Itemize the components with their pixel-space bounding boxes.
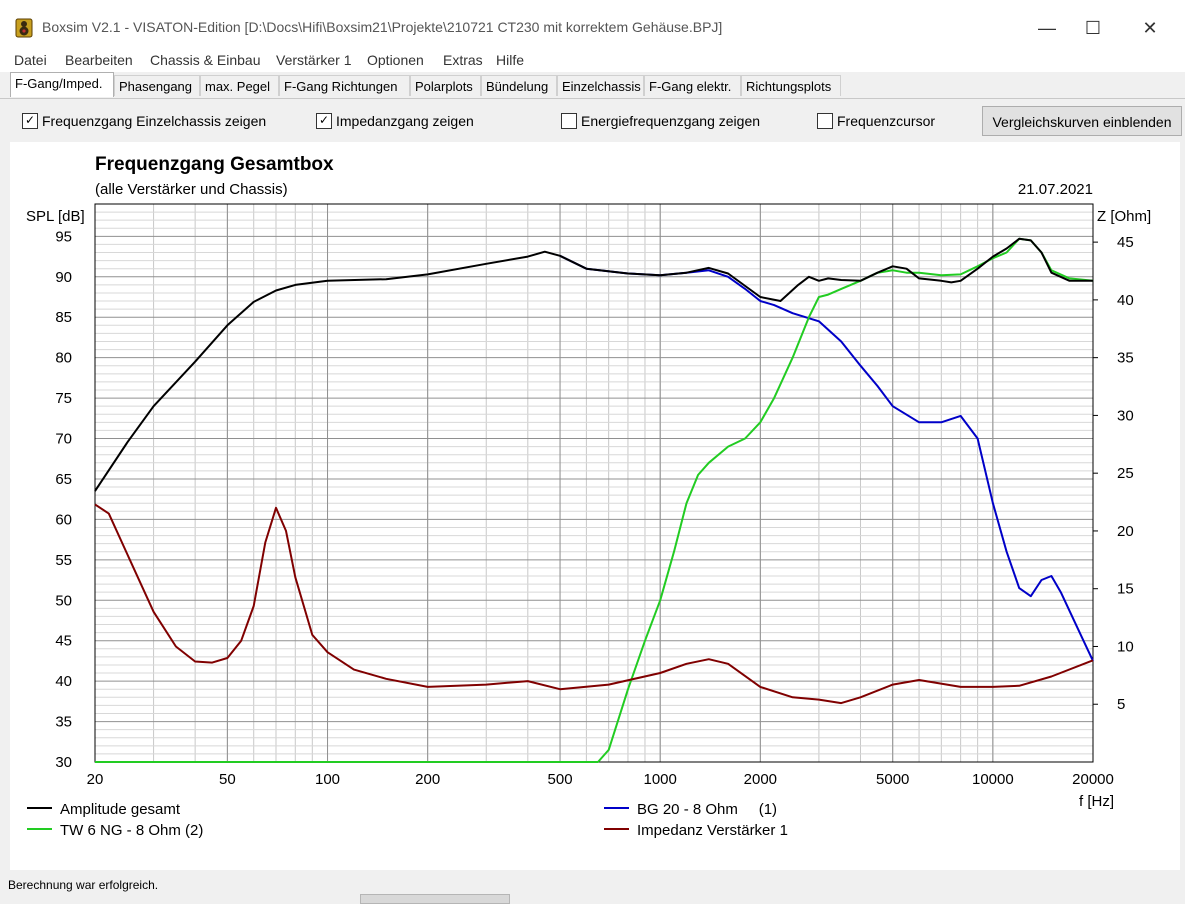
menu-verstaerker-1[interactable]: Verstärker 1 bbox=[276, 52, 352, 68]
x-axis-label: f [Hz] bbox=[1079, 793, 1114, 810]
plot-panel: 20 50 100 200 500 1000 2000 5000 10000 20000 30 35 4… bbox=[10, 142, 1180, 870]
chart-subtitle: (alle Verstärker und Chassis) bbox=[95, 181, 288, 198]
y-axis-label: SPL [dB] bbox=[26, 208, 85, 225]
y2-tick-label: 15 bbox=[1117, 581, 1134, 598]
y-tick-label: 35 bbox=[55, 714, 72, 731]
plot-frame bbox=[94, 203, 1094, 763]
series-line-3 bbox=[95, 237, 1094, 763]
checkbox-label: Energiefrequenzgang zeigen bbox=[581, 113, 761, 129]
x-tick-label: 5000 bbox=[876, 771, 909, 788]
series-line-1 bbox=[94, 237, 1093, 492]
series-line-4 bbox=[94, 503, 1094, 705]
axis-ticks: 20 50 100 200 500 1000 2000 5000 10000 20000 30 35 4… bbox=[55, 228, 1133, 788]
taskbar-strip bbox=[360, 894, 510, 904]
x-tick-label: 50 bbox=[219, 771, 236, 788]
menu-extras[interactable]: Extras bbox=[443, 52, 483, 68]
legend-label-bg20: BG 20 - 8 Ohm (1) bbox=[637, 801, 777, 818]
y-tick-label: 30 bbox=[55, 754, 72, 771]
checkbox-label: Frequenzcursor bbox=[837, 113, 936, 129]
tab-einzelchassis[interactable]: Einzelchassis bbox=[557, 75, 644, 96]
tab-f-gang-imped[interactable]: F-Gang/Imped. bbox=[10, 72, 114, 97]
y2-axis-label: Z [Ohm] bbox=[1097, 208, 1151, 225]
tab-phasengang[interactable]: Phasengang bbox=[114, 75, 200, 96]
menu-chassis-einbau[interactable]: Chassis & Einbau bbox=[150, 52, 261, 68]
grid-major bbox=[94, 204, 1094, 763]
y-tick-label: 80 bbox=[55, 350, 72, 367]
y-tick-label: 50 bbox=[55, 592, 72, 609]
chart-title: Frequenzgang Gesamtbox bbox=[95, 154, 334, 175]
menu-bar: Datei Bearbeiten Chassis & Einbau Verstä… bbox=[0, 48, 1185, 72]
series-line-2 bbox=[559, 254, 1094, 662]
y-tick-label: 60 bbox=[55, 511, 72, 528]
tab-f-gang-richtungen[interactable]: F-Gang Richtungen bbox=[279, 75, 410, 96]
checkbox-box[interactable]: ✓ bbox=[316, 113, 332, 130]
checkbox-box[interactable] bbox=[817, 113, 833, 130]
checkbox-energiefrequenzgang[interactable]: Energiefrequenzgang zeigen bbox=[561, 113, 761, 130]
x-tick-label: 200 bbox=[415, 771, 440, 788]
y2-tick-label: 40 bbox=[1117, 292, 1134, 309]
tab-buendelung[interactable]: Bündelung bbox=[481, 75, 557, 96]
y-tick-label: 90 bbox=[55, 269, 72, 286]
x-tick-label: 500 bbox=[548, 771, 573, 788]
y2-tick-label: 35 bbox=[1117, 350, 1134, 367]
series-lines bbox=[94, 237, 1094, 763]
tab-bar: F-Gang/Imped. Phasengang max. Pegel F-Ga… bbox=[0, 72, 1185, 99]
menu-hilfe[interactable]: Hilfe bbox=[496, 52, 525, 68]
window-title: Boxsim V2.1 - VISATON-Edition [D:\Docs\H… bbox=[42, 19, 723, 35]
y2-tick-label: 30 bbox=[1117, 407, 1134, 424]
options-bar: ✓ Frequenzgang Einzelchassis zeigen ✓ Impe… bbox=[10, 100, 1182, 142]
legend-label-amplitude: Amplitude gesamt bbox=[60, 801, 181, 818]
checkbox-frequenzcursor[interactable]: Frequenzcursor bbox=[817, 113, 936, 130]
tab-polarplots[interactable]: Polarplots bbox=[410, 75, 481, 96]
y2-tick-label: 5 bbox=[1117, 696, 1125, 713]
title-bar: Boxsim V2.1 - VISATON-Edition [D:\Docs\H… bbox=[0, 0, 1185, 48]
x-tick-label: 10000 bbox=[972, 771, 1014, 788]
y-tick-label: 55 bbox=[55, 552, 72, 569]
y-tick-label: 95 bbox=[55, 228, 72, 245]
tab-f-gang-elektr[interactable]: F-Gang elektr. bbox=[644, 75, 741, 96]
x-tick-label: 2000 bbox=[744, 771, 777, 788]
y-tick-label: 45 bbox=[55, 633, 72, 650]
checkbox-frequenzgang-einzelchassis[interactable]: ✓ Frequenzgang Einzelchassis zeigen bbox=[22, 113, 267, 130]
close-button[interactable]: ✕ bbox=[1142, 18, 1158, 38]
checkbox-box[interactable] bbox=[561, 113, 577, 130]
minimize-button[interactable]: — bbox=[1038, 18, 1056, 38]
boxsim-app-icon bbox=[15, 18, 33, 38]
status-text: Berechnung war erfolgreich. bbox=[8, 878, 159, 892]
menu-datei[interactable]: Datei bbox=[14, 52, 47, 68]
checkbox-impedanzgang[interactable]: ✓ Impedanzgang zeigen bbox=[316, 113, 474, 130]
legend: Amplitude gesamt TW 6 NG - 8 Ohm (2) BG … bbox=[27, 801, 788, 839]
y-tick-label: 75 bbox=[55, 390, 72, 407]
y2-tick-label: 25 bbox=[1117, 465, 1134, 482]
y-tick-label: 65 bbox=[55, 471, 72, 488]
status-bar: Berechnung war erfolgreich. bbox=[0, 872, 1185, 904]
x-tick-label: 20 bbox=[87, 771, 104, 788]
checkbox-label: Impedanzgang zeigen bbox=[336, 113, 474, 129]
menu-bearbeiten[interactable]: Bearbeiten bbox=[65, 52, 133, 68]
y2-tick-label: 10 bbox=[1117, 638, 1134, 655]
x-tick-label: 1000 bbox=[644, 771, 677, 788]
vergleichskurven-button[interactable]: Vergleichskurven einblenden bbox=[982, 106, 1182, 136]
tab-max-pegel[interactable]: max. Pegel bbox=[200, 75, 279, 96]
maximize-button[interactable]: ☐ bbox=[1084, 18, 1102, 38]
chart-date: 21.07.2021 bbox=[1018, 181, 1093, 198]
y-tick-label: 40 bbox=[55, 673, 72, 690]
x-tick-label: 100 bbox=[315, 771, 340, 788]
x-tick-label: 20000 bbox=[1072, 771, 1114, 788]
y2-tick-label: 20 bbox=[1117, 523, 1134, 540]
y2-tick-label: 45 bbox=[1117, 234, 1134, 251]
y-tick-label: 85 bbox=[55, 309, 72, 326]
menu-optionen[interactable]: Optionen bbox=[367, 52, 424, 68]
tab-richtungsplots[interactable]: Richtungsplots bbox=[741, 75, 841, 96]
frequency-response-chart: 20 50 100 200 500 1000 2000 5000 10000 20000 30 35 4… bbox=[26, 154, 1151, 839]
legend-label-impedanz: Impedanz Verstärker 1 bbox=[637, 822, 788, 839]
legend-label-tw6: TW 6 NG - 8 Ohm (2) bbox=[60, 822, 203, 839]
checkbox-box[interactable]: ✓ bbox=[22, 113, 38, 130]
y-tick-label: 70 bbox=[55, 431, 72, 448]
checkbox-label: Frequenzgang Einzelchassis zeigen bbox=[42, 113, 267, 129]
grid-minor bbox=[94, 203, 1094, 762]
